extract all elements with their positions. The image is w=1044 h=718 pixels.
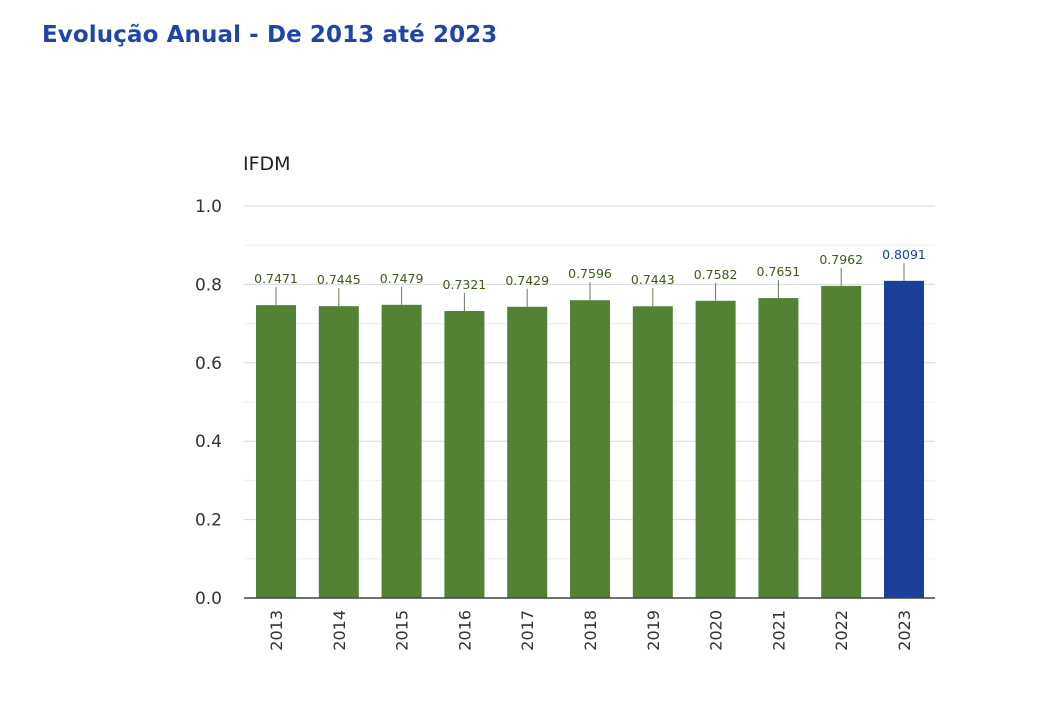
y-tick-label: 0.4 xyxy=(195,432,222,452)
bars xyxy=(256,280,924,598)
bar xyxy=(444,311,485,598)
x-tick-label: 2022 xyxy=(832,610,851,651)
x-tick-label: 2013 xyxy=(267,610,286,651)
x-tick-label: 2018 xyxy=(581,610,600,651)
y-tick-label: 0.2 xyxy=(195,511,222,531)
data-label: 0.7471 xyxy=(254,271,298,286)
y-tick-label: 0.6 xyxy=(195,354,222,374)
data-label: 0.7443 xyxy=(631,272,675,287)
x-axis-ticks: 2013 2014 2015 2016 2017 2018 2019 2020 2021 2022… xyxy=(267,610,914,651)
x-tick-label: 2021 xyxy=(769,610,788,651)
bar xyxy=(381,304,422,598)
page-title: Evolução Anual - De 2013 até 2023 xyxy=(42,22,498,48)
bar xyxy=(758,298,799,598)
y-axis-ticks: 0.0 0.2 0.4 0.6 0.8 1.0 xyxy=(195,197,222,609)
data-label: 0.7445 xyxy=(317,272,361,287)
x-tick-label: 2016 xyxy=(455,610,474,651)
y-tick-label: 1.0 xyxy=(195,197,222,217)
data-labels: 0.7471 0.7445 0.7479 0.7321 0.7429 0.7596 0.74… xyxy=(254,247,926,312)
data-label: 0.7651 xyxy=(757,264,801,279)
bar xyxy=(821,285,862,598)
bar xyxy=(318,306,359,598)
bar xyxy=(507,306,548,598)
data-label: 0.8091 xyxy=(882,247,926,262)
bar xyxy=(632,306,673,598)
bar xyxy=(695,300,736,598)
x-tick-label: 2019 xyxy=(644,610,663,651)
y-axis-label: IFDM xyxy=(243,153,291,175)
x-tick-label: 2014 xyxy=(330,610,349,651)
y-tick-label: 0.8 xyxy=(195,275,222,295)
x-tick-label: 2017 xyxy=(518,610,537,651)
data-label: 0.7596 xyxy=(568,266,612,281)
data-label: 0.7479 xyxy=(380,271,424,286)
x-tick-label: 2015 xyxy=(393,610,412,651)
bar xyxy=(570,300,610,598)
data-label: 0.7429 xyxy=(505,273,549,288)
bar xyxy=(884,280,924,598)
data-label: 0.7962 xyxy=(819,252,863,267)
data-label: 0.7582 xyxy=(694,267,738,282)
x-tick-label: 2020 xyxy=(707,610,726,651)
x-tick-label: 2023 xyxy=(895,610,914,651)
bar xyxy=(256,305,296,598)
y-tick-label: 0.0 xyxy=(195,589,222,609)
data-label: 0.7321 xyxy=(443,277,487,292)
